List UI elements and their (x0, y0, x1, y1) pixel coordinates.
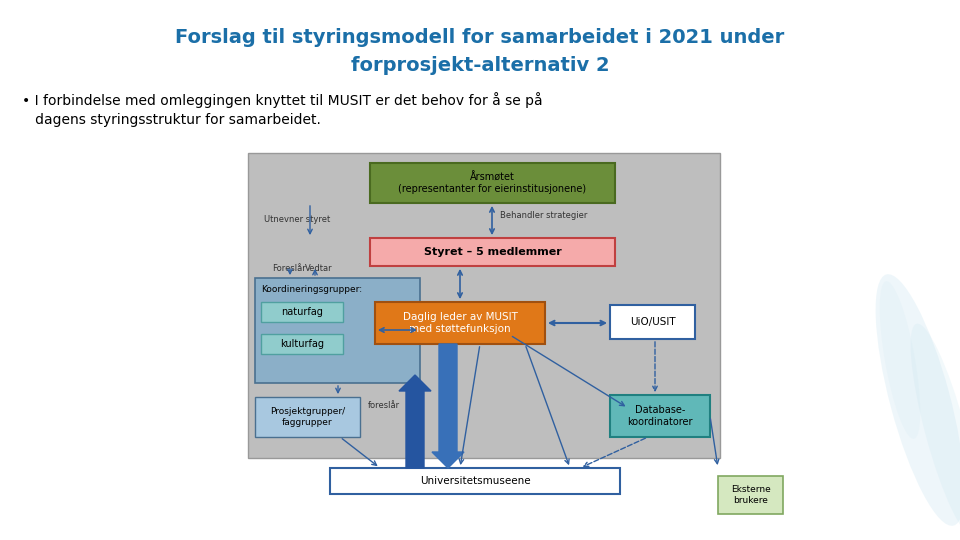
Text: Daglig leder av MUSIT
med støttefunksjon: Daglig leder av MUSIT med støttefunksjon (402, 312, 517, 334)
Text: Årsmøtet
(representanter for eierinstitusjonene): Årsmøtet (representanter for eierinstitu… (398, 172, 587, 194)
FancyBboxPatch shape (375, 302, 545, 344)
Text: • I forbindelse med omleggingen knyttet til MUSIT er det behov for å se på
   da: • I forbindelse med omleggingen knyttet … (22, 92, 542, 127)
FancyBboxPatch shape (610, 395, 710, 437)
Text: Forslag til styringsmodell for samarbeidet i 2021 under: Forslag til styringsmodell for samarbeid… (176, 28, 784, 47)
FancyBboxPatch shape (370, 163, 615, 203)
Text: Utnevner styret: Utnevner styret (264, 215, 330, 224)
FancyBboxPatch shape (261, 302, 343, 322)
FancyBboxPatch shape (248, 153, 720, 458)
Text: Universitetsmuseene: Universitetsmuseene (420, 476, 530, 486)
Text: kulturfag: kulturfag (280, 339, 324, 349)
Ellipse shape (879, 281, 921, 439)
Text: Foreslår: Foreslår (272, 264, 305, 273)
Text: Styret – 5 medlemmer: Styret – 5 medlemmer (423, 247, 562, 257)
FancyBboxPatch shape (261, 334, 343, 354)
Text: naturfag: naturfag (281, 307, 323, 317)
FancyBboxPatch shape (255, 278, 420, 383)
Text: Behandler strategier: Behandler strategier (500, 211, 588, 220)
FancyBboxPatch shape (370, 238, 615, 266)
Text: UiO/USIT: UiO/USIT (630, 317, 675, 327)
Text: foreslår: foreslår (368, 401, 400, 410)
FancyBboxPatch shape (610, 305, 695, 339)
FancyArrow shape (432, 344, 464, 468)
Text: Prosjektgrupper/
faggrupper: Prosjektgrupper/ faggrupper (270, 407, 345, 427)
Text: Vedtar: Vedtar (305, 264, 332, 273)
FancyArrow shape (399, 375, 431, 468)
Text: Database-
koordinatorer: Database- koordinatorer (627, 405, 693, 427)
FancyBboxPatch shape (330, 468, 620, 494)
Ellipse shape (876, 274, 960, 526)
Text: Eksterne
brukere: Eksterne brukere (731, 485, 770, 505)
FancyBboxPatch shape (255, 397, 360, 437)
Ellipse shape (911, 323, 960, 536)
FancyBboxPatch shape (718, 476, 783, 514)
Text: forprosjekt-alternativ 2: forprosjekt-alternativ 2 (350, 56, 610, 75)
Text: Koordineringsgrupper:: Koordineringsgrupper: (261, 285, 362, 294)
